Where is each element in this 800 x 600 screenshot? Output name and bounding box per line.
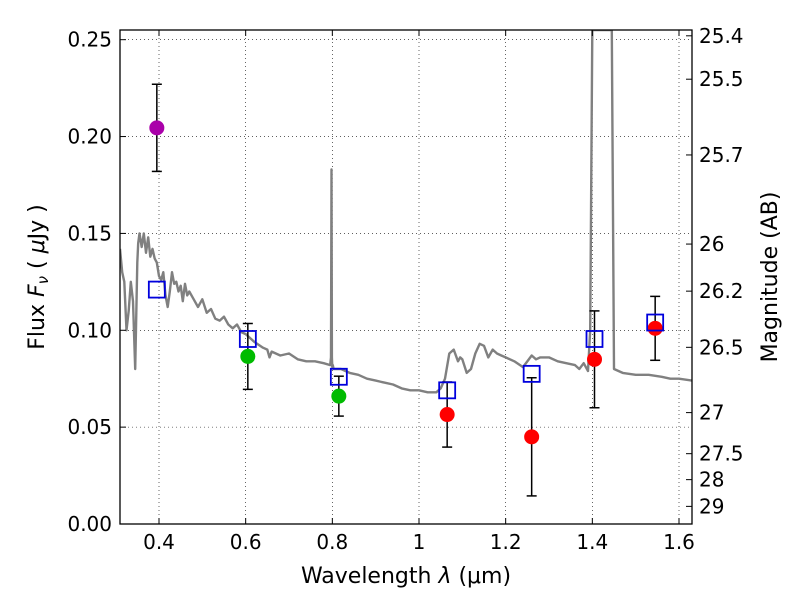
flux-point — [439, 407, 455, 423]
y-axis-label: Flux Fν ( μJy ) — [25, 204, 52, 349]
y2-tick-label: 25.4 — [699, 24, 744, 48]
marker-layer — [147, 120, 665, 445]
y-tick-label: 0.20 — [67, 125, 112, 149]
x-tick-label: 1.4 — [576, 530, 608, 554]
flux-point — [524, 429, 540, 445]
x-tick-label: 1.6 — [663, 530, 695, 554]
plot-frame — [119, 29, 693, 525]
y2-tick-label: 26.2 — [699, 279, 744, 303]
flux-point — [587, 351, 602, 367]
y2-axis-label: Magnitude (AB) — [758, 192, 783, 363]
y-tick-label: 0.25 — [67, 28, 112, 52]
ticks-layer: 0.4 0.6 0.8 1 1.2 1.4 1.6 0.00 0.05 0.10 0.15 0.20 0… — [67, 24, 743, 554]
model-flux-square — [646, 313, 665, 332]
x-tick-label: 0.8 — [316, 530, 348, 554]
x-tick-label: 0.4 — [143, 530, 175, 554]
model-flux-square — [585, 330, 604, 348]
flux-point — [149, 120, 165, 136]
model-flux-square — [522, 364, 541, 383]
model-flux-square — [238, 330, 257, 348]
model-flux-square — [329, 367, 348, 386]
model-spectrum-line — [120, 30, 692, 394]
model-flux-square — [147, 280, 166, 299]
y-tick-label: 0.05 — [67, 415, 112, 439]
model-flux-square — [438, 381, 457, 400]
y2-tick-label: 26 — [699, 232, 724, 256]
y2-tick-label: 29 — [699, 494, 724, 518]
y2-tick-label: 25.5 — [699, 67, 744, 91]
y2-tick-label: 25.7 — [699, 143, 744, 167]
flux-point — [331, 388, 347, 404]
y2-tick-label: 27.5 — [699, 442, 744, 466]
y2-tick-label: 28 — [699, 468, 724, 492]
spectrum-layer — [120, 30, 692, 394]
y-tick-label: 0.15 — [67, 221, 112, 245]
x-tick-label: 1 — [413, 530, 426, 554]
y-tick-label: 0.10 — [67, 318, 112, 342]
y2-tick-label: 26.5 — [699, 335, 744, 359]
flux-point — [647, 320, 663, 336]
x-tick-label: 1.2 — [490, 530, 522, 554]
x-tick-label: 0.6 — [230, 530, 262, 554]
y-tick-label: 0.00 — [67, 512, 112, 536]
x-axis-label: Wavelength λ (μm) — [301, 564, 511, 589]
flux-point — [240, 348, 256, 364]
y2-tick-label: 27 — [699, 401, 724, 425]
